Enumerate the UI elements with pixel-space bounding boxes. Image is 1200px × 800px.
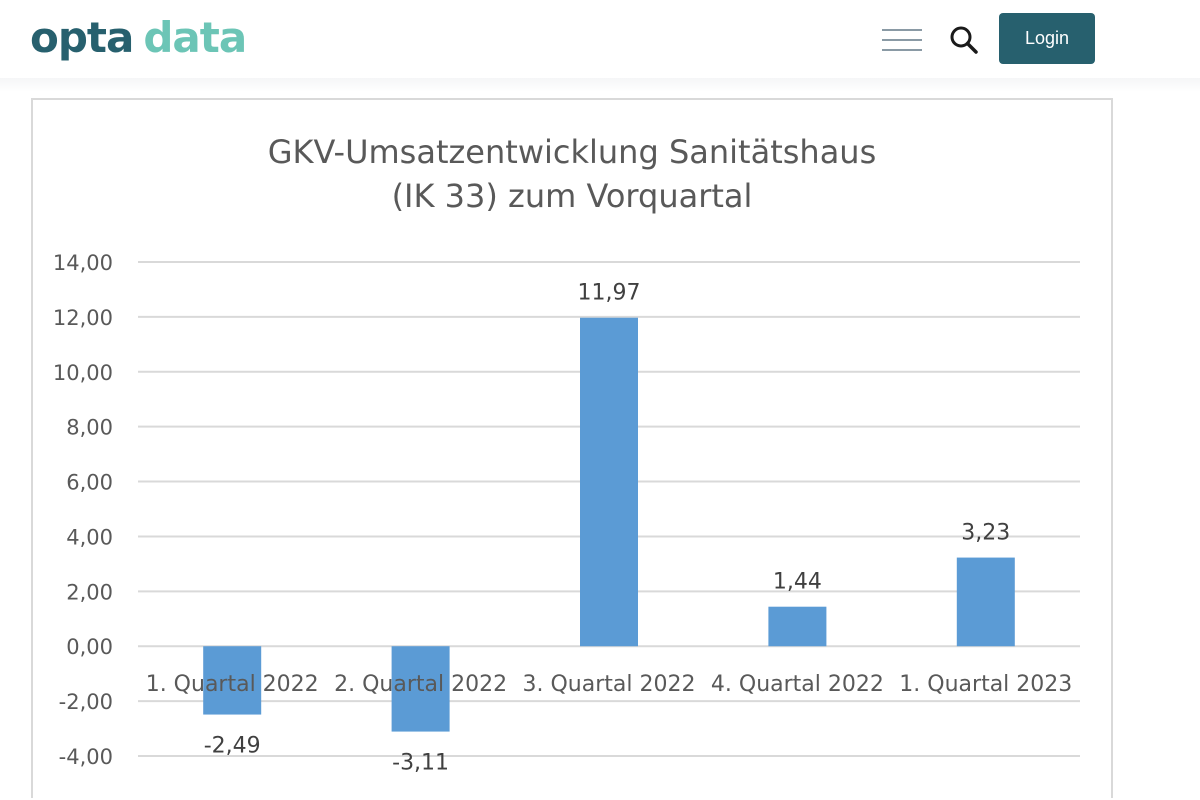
bar	[580, 317, 638, 647]
bar	[768, 606, 827, 647]
y-tick-label: 6,00	[66, 471, 113, 495]
x-category-label: 1. Quartal 2022	[146, 672, 319, 697]
chart-title: GKV-Umsatzentwicklung Sanitätshaus (IK 3…	[0, 130, 1144, 218]
y-tick-label: 8,00	[66, 416, 113, 440]
header-shadow	[0, 78, 1200, 92]
bar	[956, 557, 1015, 647]
opta-data-logo[interactable]: opta data	[30, 10, 247, 66]
x-category-label: 2. Quartal 2022	[334, 672, 507, 697]
y-tick-label: -2,00	[59, 690, 113, 714]
y-tick-label: 12,00	[53, 306, 113, 330]
y-tick-label: 10,00	[53, 361, 113, 385]
data-label: 11,97	[578, 281, 641, 306]
data-label: 3,23	[961, 521, 1010, 546]
bar	[203, 646, 262, 715]
y-tick-label: 14,00	[53, 251, 113, 275]
site-header: opta data Login	[0, 0, 1200, 78]
chart-title-line-1: GKV-Umsatzentwicklung Sanitätshaus	[267, 133, 877, 171]
x-category-label: 4. Quartal 2022	[711, 672, 884, 697]
logo-word-data: data	[143, 13, 247, 62]
hamburger-menu-icon[interactable]	[882, 29, 922, 51]
data-label: 1,44	[773, 570, 822, 595]
data-label: -2,49	[204, 734, 261, 759]
y-tick-label: 2,00	[66, 580, 113, 604]
y-tick-label: 0,00	[66, 635, 113, 659]
y-tick-label: -4,00	[59, 745, 113, 769]
login-button[interactable]: Login	[999, 13, 1095, 64]
y-tick-label: 4,00	[66, 525, 113, 549]
logo-word-opta: opta	[30, 13, 134, 62]
x-category-label: 3. Quartal 2022	[523, 672, 696, 697]
data-label: -3,11	[392, 751, 449, 776]
search-icon[interactable]	[948, 24, 980, 56]
chart-title-line-2: (IK 33) zum Vorquartal	[391, 177, 753, 215]
x-category-label: 1. Quartal 2023	[899, 672, 1072, 697]
bar	[391, 646, 450, 732]
